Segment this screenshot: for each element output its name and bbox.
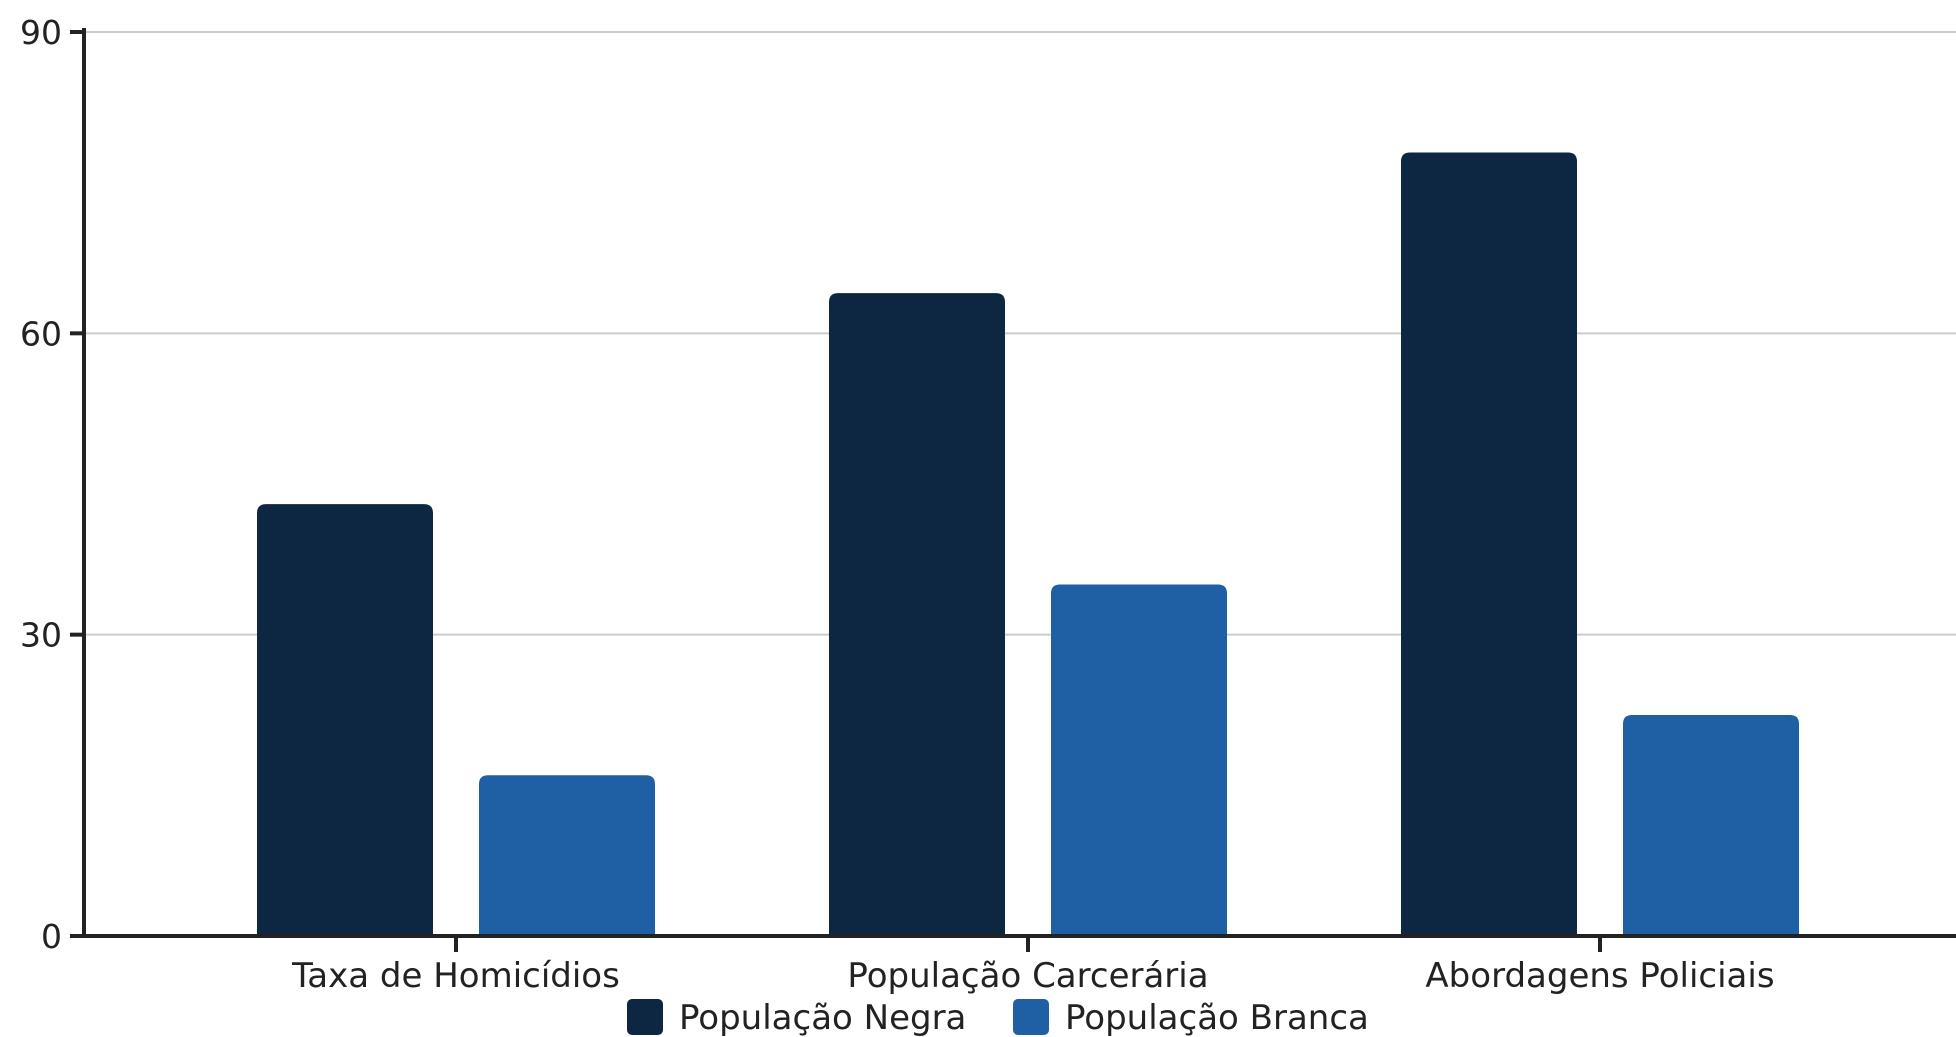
axes [70,28,1956,952]
bar-negra-2 [1401,152,1577,937]
axis-labels: 0 30 60 90 Taxa de Homicídios População Carce… [20,13,1775,996]
bar-negra-0 [257,504,433,936]
y-tick-label-90: 90 [20,13,62,52]
legend: População Negra População Branca [627,998,1369,1037]
x-tick-label-0: Taxa de Homicídios [291,956,620,996]
bar-branca-1 [1051,584,1227,936]
x-tick-label-1: População Carcerária [847,956,1208,996]
legend-label-1: População Branca [1065,998,1369,1037]
legend-label-0: População Negra [679,998,966,1037]
bars [257,152,1799,937]
bar-branca-0 [479,775,655,936]
bar-negra-1 [829,293,1005,937]
bar-branca-2 [1623,715,1799,936]
legend-swatch-1 [1013,999,1049,1035]
y-tick-label-30: 30 [20,616,62,655]
y-tick-label-60: 60 [20,314,62,353]
y-tick-label-0: 0 [41,917,62,956]
x-tick-label-2: Abordagens Policiais [1425,956,1774,996]
legend-swatch-0 [627,999,663,1035]
